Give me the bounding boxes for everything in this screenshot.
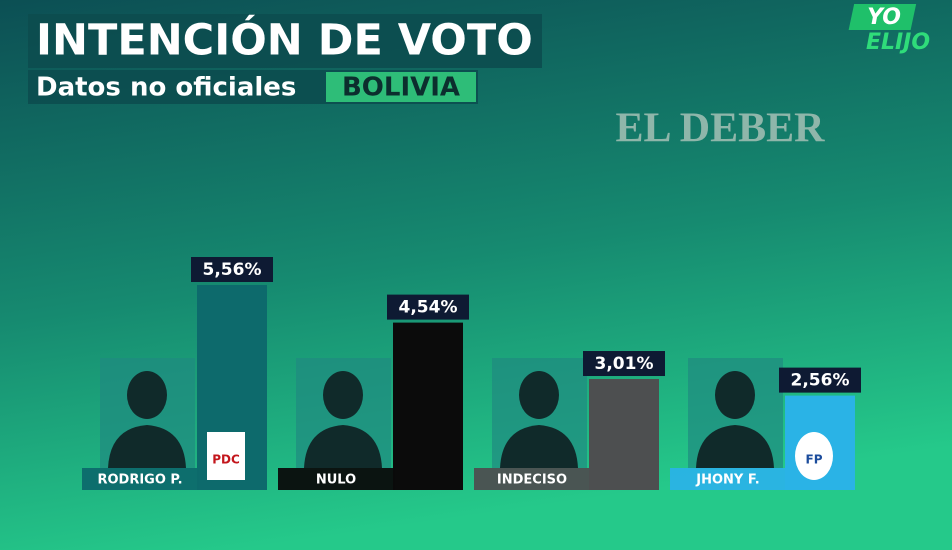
silhouette-body — [696, 425, 774, 468]
source-logo: EL DEBER — [616, 106, 826, 152]
silhouette-head — [715, 371, 755, 419]
name-box — [474, 468, 591, 490]
value-label: 3,01% — [595, 354, 654, 374]
category-label: RODRIGO P. — [97, 473, 182, 488]
silhouette-body — [108, 425, 186, 468]
bar — [393, 322, 463, 490]
category-label: INDECISO — [497, 473, 567, 488]
region-box — [326, 72, 476, 102]
brand-box — [848, 4, 917, 30]
category-label: JHONY F. — [695, 473, 760, 488]
party-logo: FP — [806, 453, 823, 467]
title-box — [28, 14, 542, 68]
name-box — [278, 468, 395, 490]
party-logo-box — [795, 432, 833, 480]
party-logo: PDC — [212, 453, 240, 467]
silhouette-head — [323, 371, 363, 419]
subtitle: Datos no oficiales — [36, 73, 296, 103]
bar — [589, 379, 659, 490]
value-label: 5,56% — [203, 260, 262, 280]
name-box — [670, 468, 787, 490]
region: BOLIVIA — [342, 73, 460, 103]
value-label-box — [779, 367, 861, 393]
name-box — [82, 468, 199, 490]
value-label: 4,54% — [399, 298, 458, 318]
silhouette-body — [304, 425, 382, 468]
chart-title: INTENCIÓN DE VOTO — [36, 15, 533, 66]
silhouette-body — [500, 425, 578, 468]
category-label: NULO — [316, 473, 356, 488]
silhouette-head — [127, 371, 167, 419]
brand-bottom: ELIJO — [866, 30, 930, 55]
silhouette-head — [519, 371, 559, 419]
value-label-box — [583, 351, 665, 377]
value-label-box — [191, 257, 273, 282]
value-label: 2,56% — [791, 371, 850, 391]
party-logo-box — [207, 432, 245, 480]
brand-top: YO — [867, 5, 901, 30]
value-label-box — [387, 294, 469, 320]
